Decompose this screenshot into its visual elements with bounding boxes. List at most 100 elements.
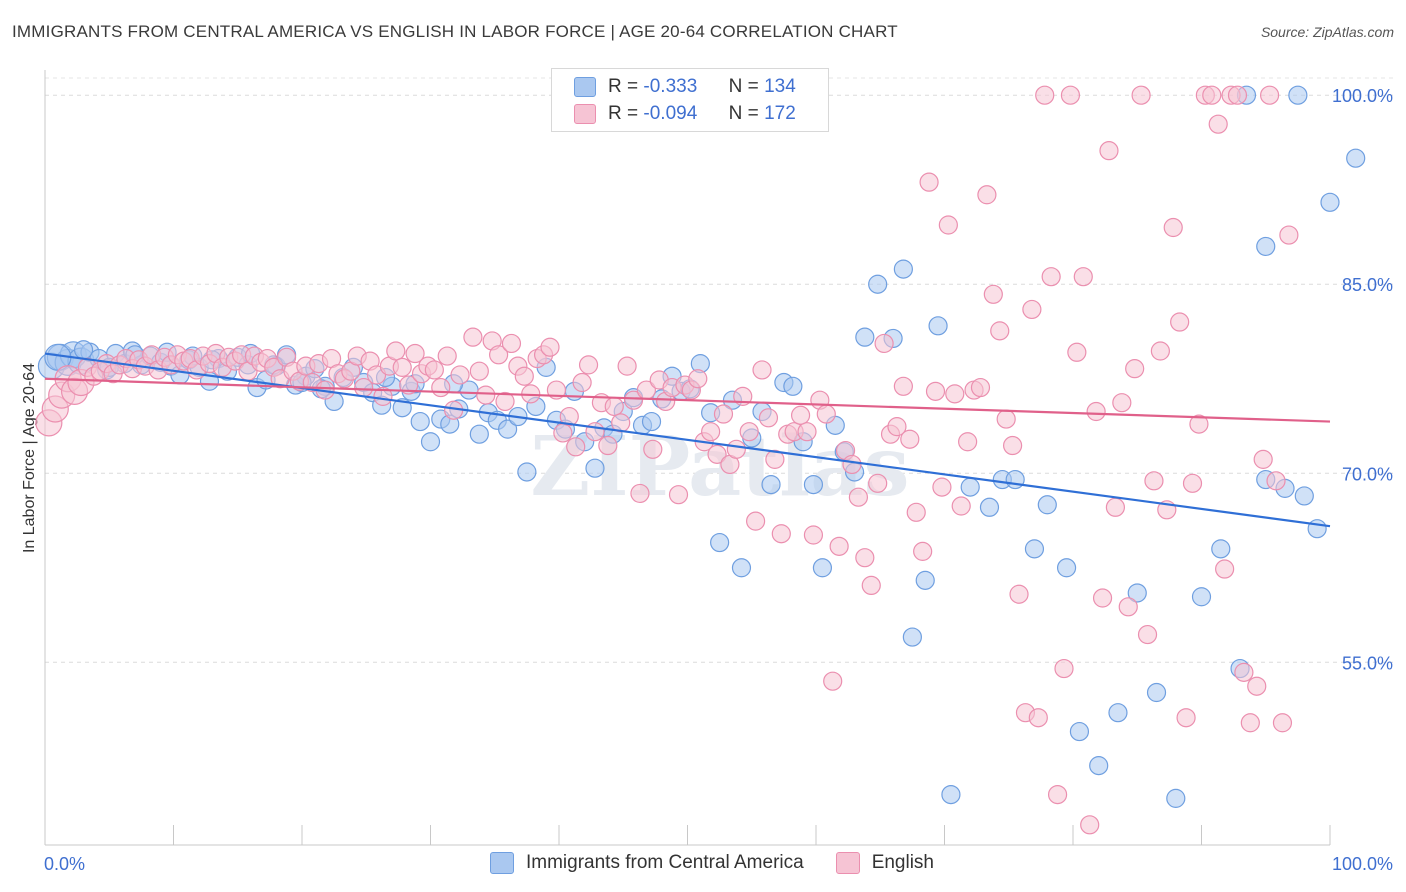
point-1-86	[598, 435, 618, 456]
trend-line-0	[44, 352, 1331, 528]
point-1-168	[1125, 359, 1145, 379]
point-1-176	[1176, 708, 1196, 728]
point-1-57	[405, 343, 425, 364]
point-1-157	[1054, 658, 1074, 679]
point-1-158	[1060, 85, 1081, 105]
point-1-148	[996, 409, 1016, 429]
trend-lines	[44, 352, 1331, 528]
point-1-149	[1003, 435, 1023, 456]
tick-labels: 55.0% 70.0% 85.0% 100.0% 0.0% 100.0%	[44, 86, 1393, 874]
trend-line-1	[44, 377, 1331, 423]
point-1-140	[945, 384, 965, 404]
point-0-92	[941, 784, 961, 805]
y-axis-label: In Labor Force | Age 20-64	[21, 363, 38, 553]
point-1-171	[1144, 471, 1164, 491]
legend-swatch-immigrants	[490, 852, 514, 874]
point-1-175	[1170, 312, 1190, 332]
point-0-102	[1108, 703, 1128, 723]
point-1-77	[540, 337, 560, 357]
y-tick-label-0: 55.0%	[1342, 653, 1393, 673]
point-1-93	[643, 439, 663, 459]
point-1-100	[688, 369, 708, 389]
legend-label-english: English	[871, 852, 935, 873]
legend-swatch-english	[574, 104, 596, 124]
point-1-127	[861, 575, 881, 596]
legend-n-value-english: 172	[764, 103, 796, 124]
point-0-100	[1069, 721, 1090, 742]
legend-r-value-english: -0.094	[643, 103, 698, 124]
point-1-126	[855, 548, 875, 568]
point-0-73	[731, 558, 752, 578]
point-1-161	[1080, 815, 1100, 835]
point-1-169	[1131, 85, 1151, 105]
point-0-98	[1037, 495, 1057, 515]
point-1-184	[1227, 85, 1248, 105]
point-1-54	[386, 341, 406, 361]
y-tick-label-1: 70.0%	[1342, 464, 1393, 484]
point-1-55	[392, 357, 412, 377]
point-1-174	[1163, 217, 1183, 238]
point-1-185	[1234, 662, 1254, 682]
point-1-82	[572, 372, 592, 393]
point-0-115	[1294, 486, 1314, 506]
point-0-119	[73, 340, 94, 360]
point-1-163	[1092, 588, 1113, 608]
point-1-112	[765, 449, 785, 469]
point-0-101	[1089, 756, 1109, 776]
legend-n-label: N =	[728, 103, 759, 124]
point-1-155	[1041, 267, 1061, 287]
point-0-117	[1307, 519, 1327, 539]
point-1-97	[668, 485, 689, 505]
point-1-166	[1112, 393, 1132, 413]
point-1-52	[373, 386, 393, 406]
point-1-150	[1009, 584, 1029, 604]
point-1-56	[399, 375, 419, 395]
point-1-164	[1099, 141, 1119, 161]
point-0-51	[517, 462, 537, 482]
point-1-125	[848, 487, 869, 507]
point-1-190	[1266, 471, 1286, 491]
point-1-133	[900, 429, 920, 449]
point-1-79	[553, 423, 573, 443]
point-1-170	[1137, 624, 1158, 645]
point-1-189	[1260, 85, 1280, 105]
point-0-90	[915, 570, 935, 590]
point-1-181	[1208, 114, 1228, 134]
point-1-182	[1215, 559, 1235, 579]
point-1-131	[887, 417, 907, 437]
point-0-110	[1288, 85, 1308, 105]
point-1-103	[707, 444, 727, 464]
point-1-138	[932, 477, 952, 497]
point-1-167	[1118, 597, 1138, 617]
point-1-113	[771, 524, 791, 544]
point-1-81	[566, 437, 586, 457]
legend-r-label: R =	[608, 76, 639, 97]
point-1-80	[559, 406, 579, 427]
point-1-73	[514, 366, 534, 386]
point-1-139	[938, 215, 958, 235]
point-1-60	[424, 360, 444, 380]
point-1-129	[874, 333, 894, 354]
point-0-99	[1056, 558, 1077, 578]
legend-n-value-immigrants: 134	[764, 76, 796, 97]
point-1-62	[437, 346, 457, 366]
point-1-135	[913, 541, 933, 561]
legend-item-english[interactable]: English	[835, 852, 935, 874]
point-0-96	[1005, 469, 1025, 490]
point-1-142	[958, 432, 978, 452]
point-0-41	[420, 432, 441, 452]
legend-swatch-immigrants	[574, 77, 596, 97]
point-1-187	[1247, 676, 1267, 696]
point-1-90	[623, 390, 644, 410]
point-1-89	[617, 356, 637, 376]
point-1-156	[1047, 784, 1068, 805]
legend-swatch-english	[835, 852, 860, 874]
point-0-97	[1024, 539, 1045, 559]
x-tick-label-max: 100.0%	[1332, 854, 1393, 874]
legend-item-immigrants[interactable]: Immigrants from Central America	[490, 852, 804, 874]
chart-title: IMMIGRANTS FROM CENTRAL AMERICA VS ENGLI…	[12, 22, 898, 41]
point-1-117	[797, 422, 817, 442]
point-0-105	[1166, 788, 1186, 808]
point-0-40	[410, 411, 430, 432]
point-0-107	[1211, 539, 1231, 559]
